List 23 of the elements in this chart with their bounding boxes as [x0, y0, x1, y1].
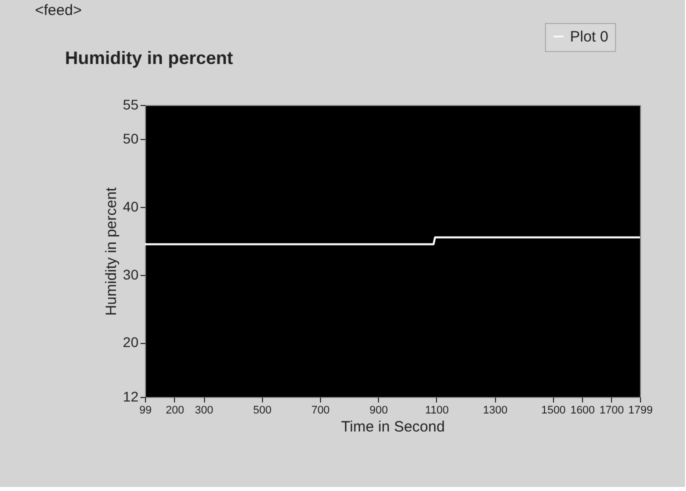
y-axis-title: Humidity in percent — [102, 186, 120, 316]
x-tick-label: 200 — [166, 404, 184, 416]
y-tick-label: 40 — [122, 198, 139, 214]
chart-title: Humidity in percent — [65, 48, 234, 68]
x-tick-label: 1500 — [541, 404, 566, 416]
x-tick-label: 99 — [139, 404, 152, 416]
x-tick-label: 900 — [370, 404, 388, 416]
x-tick-label: 1100 — [425, 404, 449, 416]
x-tick-label: 1700 — [599, 404, 624, 416]
x-tick-label: 300 — [194, 404, 214, 416]
y-tick-label: 50 — [122, 130, 139, 146]
x-tick-label: 1799 — [628, 404, 653, 416]
legend-label: Plot 0 — [570, 28, 608, 46]
y-tick-label: 12 — [122, 388, 139, 404]
x-tick-label: 700 — [311, 404, 330, 416]
y-tick-label: 30 — [122, 266, 139, 282]
x-tick-label: 1600 — [570, 404, 595, 416]
x-tick-label: 1300 — [482, 404, 508, 416]
text: <feed> — [35, 2, 82, 19]
x-axis-title: Time in Second — [341, 418, 445, 436]
y-tick-label: 20 — [122, 334, 139, 350]
x-tick-label: 500 — [253, 404, 272, 416]
y-tick-label: 55 — [122, 96, 139, 112]
